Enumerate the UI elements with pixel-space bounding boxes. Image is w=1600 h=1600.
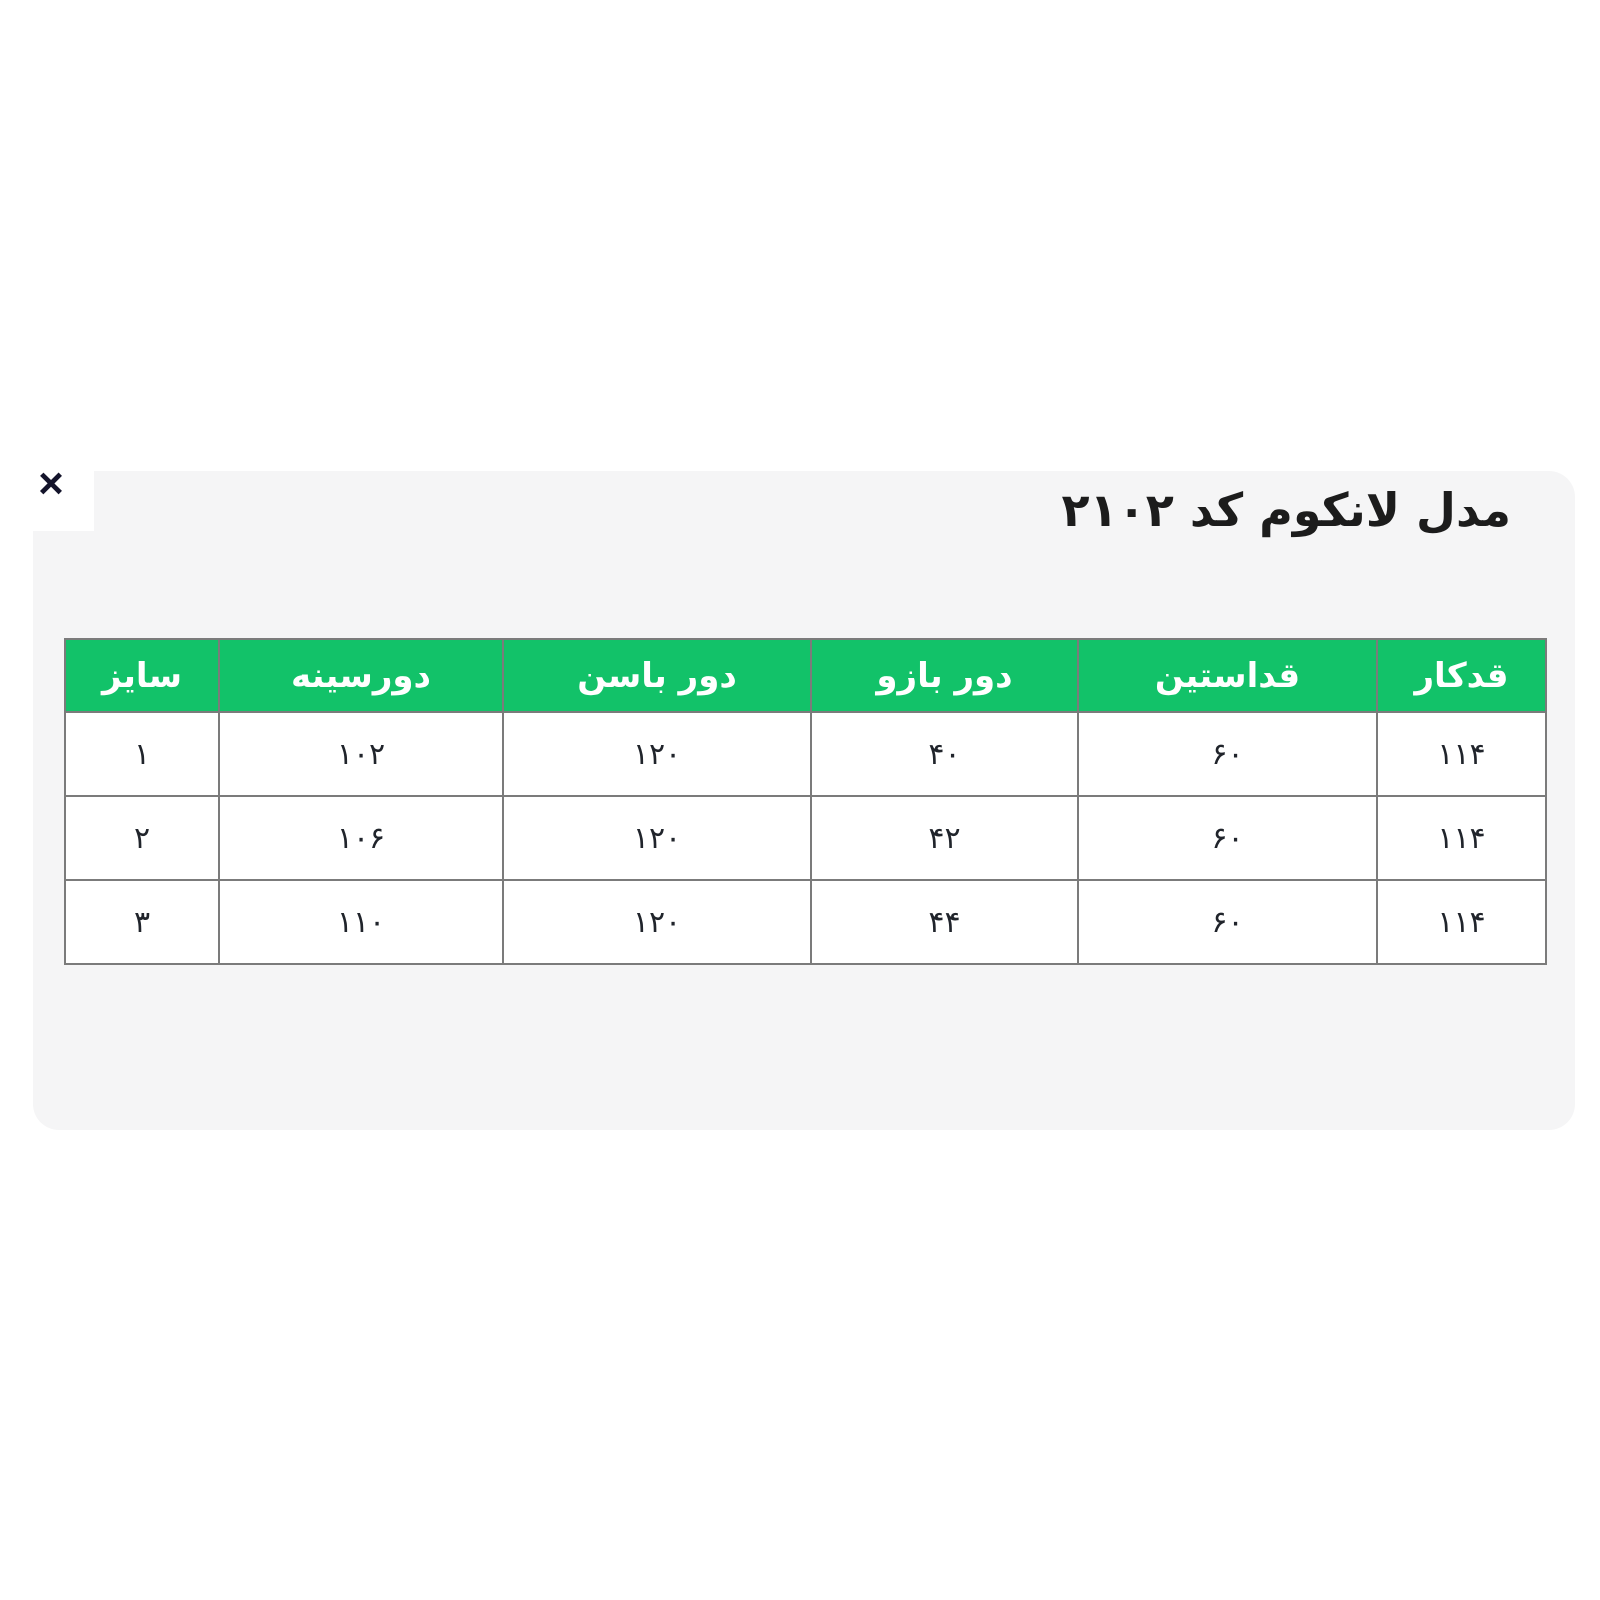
cell-dor-basan: ۱۲۰ <box>502 795 812 881</box>
size-guide-panel: مدل لانکوم کد ۲۱۰۲ قدکار قداستین دور باز… <box>33 471 1575 1130</box>
cell-qadkar: ۱۱۴ <box>1376 879 1547 965</box>
cell-size: ۲ <box>64 795 220 881</box>
cell-dor-bazu: ۴۲ <box>810 795 1079 881</box>
cell-qad-astin: ۶۰ <box>1077 879 1378 965</box>
size-table-body: ۱۱۴ ۶۰ ۴۰ ۱۲۰ ۱۰۲ ۱ ۱۱۴ ۶۰ ۴۲ ۱۲۰ ۱۰۶ ۲ … <box>64 711 1547 965</box>
cell-qad-astin: ۶۰ <box>1077 795 1378 881</box>
header-row: قدکار قداستین دور بازو دور باسن دورسینه … <box>64 638 1547 713</box>
cell-qad-astin: ۶۰ <box>1077 711 1378 797</box>
col-header-dor-sineh: دورسینه <box>218 638 504 713</box>
cell-size: ۱ <box>64 711 220 797</box>
col-header-qadkar: قدکار <box>1376 638 1547 713</box>
cell-dor-basan: ۱۲۰ <box>502 711 812 797</box>
col-header-size: سایز <box>64 638 220 713</box>
cell-qadkar: ۱۱۴ <box>1376 795 1547 881</box>
size-table-header: قدکار قداستین دور بازو دور باسن دورسینه … <box>64 638 1547 713</box>
col-header-qad-astin: قداستین <box>1077 638 1378 713</box>
table-row: ۱۱۴ ۶۰ ۴۴ ۱۲۰ ۱۱۰ ۳ <box>64 879 1547 965</box>
table-row: ۱۱۴ ۶۰ ۴۲ ۱۲۰ ۱۰۶ ۲ <box>64 795 1547 881</box>
col-header-dor-bazu: دور بازو <box>810 638 1079 713</box>
cell-dor-sineh: ۱۱۰ <box>218 879 504 965</box>
close-icon: × <box>38 459 64 508</box>
table-row: ۱۱۴ ۶۰ ۴۰ ۱۲۰ ۱۰۲ ۱ <box>64 711 1547 797</box>
cell-dor-sineh: ۱۰۶ <box>218 795 504 881</box>
close-button[interactable]: × <box>8 437 94 531</box>
size-guide-title: مدل لانکوم کد ۲۱۰۲ <box>1061 483 1511 537</box>
cell-dor-bazu: ۴۴ <box>810 879 1079 965</box>
cell-dor-sineh: ۱۰۲ <box>218 711 504 797</box>
size-table: قدکار قداستین دور بازو دور باسن دورسینه … <box>64 638 1547 965</box>
cell-dor-basan: ۱۲۰ <box>502 879 812 965</box>
cell-size: ۳ <box>64 879 220 965</box>
col-header-dor-basan: دور باسن <box>502 638 812 713</box>
cell-qadkar: ۱۱۴ <box>1376 711 1547 797</box>
cell-dor-bazu: ۴۰ <box>810 711 1079 797</box>
